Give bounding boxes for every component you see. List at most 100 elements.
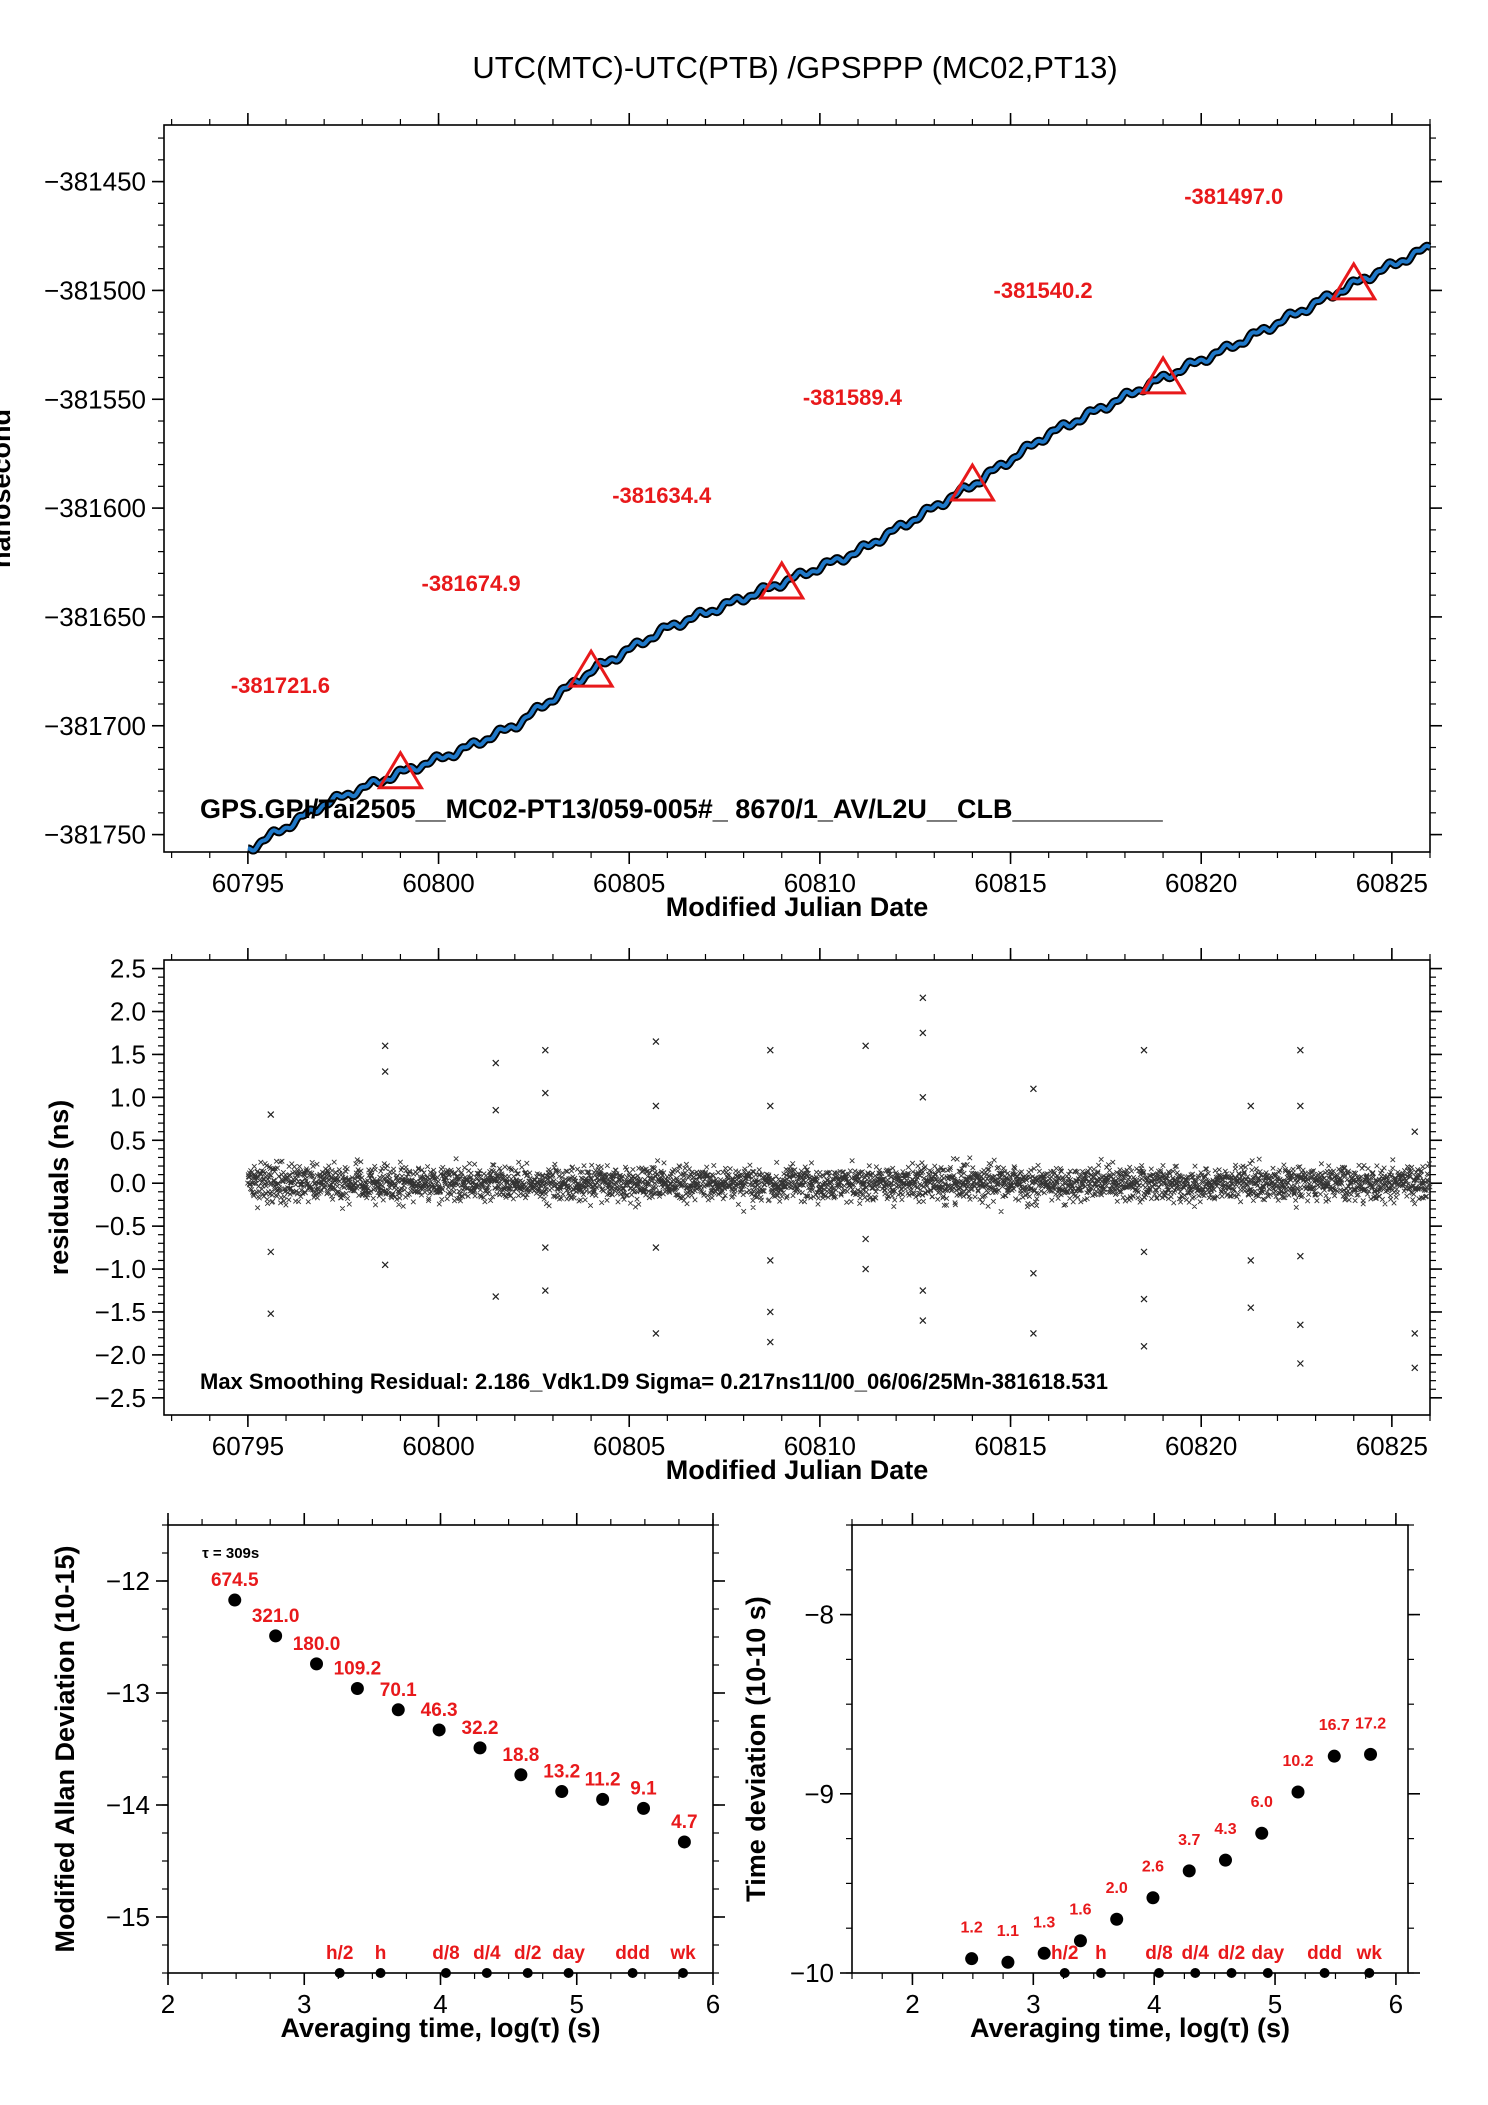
time-mark-label: h [375, 1943, 387, 1964]
time-mark-point [1319, 1968, 1330, 1978]
data-point [432, 1723, 446, 1737]
data-point [1327, 1749, 1341, 1763]
y-axis-label: Modified Allan Deviation (10-15) [50, 1545, 80, 1952]
x-axis-label: Averaging time, log(τ) (s) [970, 2013, 1290, 2043]
y-tick-label: 2.5 [110, 954, 146, 984]
x-axis-label: Averaging time, log(τ) (s) [280, 2013, 600, 2043]
residual-outlier [381, 1042, 389, 1050]
residual-outlier [1140, 1248, 1148, 1256]
residual-outlier [381, 1261, 389, 1269]
figure-title: UTC(MTC)-UTC(PTB) /GPSPPP (MC02,PT13) [472, 50, 1117, 85]
y-tick-label: −2.5 [95, 1383, 146, 1413]
x-tick-label: 60805 [593, 1431, 665, 1461]
residual-outlier [862, 1042, 870, 1050]
time-mark-point [1226, 1968, 1237, 1978]
residual-outlier [267, 1111, 275, 1118]
tdev-plot: 2 3 4 5 6 −8 −9 −10 Averaging time, log(τ) (s) Ti… [741, 1513, 1420, 2043]
x-tick-label: 5 [1268, 1989, 1282, 2019]
y-tick-label: −381500 [44, 275, 146, 305]
data-label: 70.1 [380, 1680, 417, 1701]
marker-label: -381589.4 [803, 385, 903, 410]
mdev-plot: 2 3 4 5 6 −12 −13 −14 −15 Averaging time, log(τ) … [50, 1513, 725, 2043]
residual-outlier [492, 1059, 500, 1067]
x-tick-label: 4 [1147, 1989, 1161, 2019]
data-label: 4.3 [1214, 1821, 1236, 1838]
residual-outlier [919, 1317, 927, 1324]
data-point [677, 1835, 691, 1849]
y-tick-label: −14 [106, 1790, 150, 1820]
time-mark-point [563, 1968, 574, 1978]
y-tick-label: 1.5 [110, 1039, 146, 1069]
x-axis-label: Modified Julian Date [666, 1455, 929, 1485]
data-label: 180.0 [293, 1634, 341, 1655]
time-mark-label: ddd [1307, 1943, 1342, 1964]
residual-outlier [541, 1089, 549, 1097]
residual-outlier [1296, 1252, 1304, 1260]
time-mark-point [334, 1968, 345, 1978]
x-tick-label: 60815 [974, 868, 1046, 898]
plot-frame [851, 1524, 1409, 1974]
x-tick-label: 2 [905, 1989, 919, 2019]
marker-triangle [1330, 260, 1378, 301]
time-mark-label: d/4 [1182, 1943, 1210, 1964]
marker-triangle [567, 648, 615, 688]
y-tick-label: −381450 [44, 167, 146, 197]
residual-outlier [381, 1068, 389, 1076]
residual-outlier [1411, 1364, 1419, 1372]
data-point [1037, 1946, 1051, 1960]
x-tick-label: 60800 [402, 868, 474, 898]
residuals-plot: 60795 60800 60805 60810 60815 60820 60825 2.5 2.… [44, 948, 1442, 1485]
x-axis-label: Modified Julian Date [666, 892, 929, 922]
time-mark-label: d/8 [432, 1943, 459, 1964]
time-mark-point [627, 1968, 638, 1978]
residual-outlier [766, 1102, 774, 1110]
residual-outlier [1029, 1330, 1037, 1337]
data-point [637, 1801, 651, 1815]
marker-triangle [376, 749, 425, 790]
time-mark-label: d/2 [1218, 1943, 1245, 1964]
x-tick-label: 3 [1026, 1989, 1040, 2019]
y-tick-label: −13 [106, 1678, 150, 1708]
residual-outlier [652, 1102, 660, 1110]
y-axis-label: residuals (ns) [44, 1100, 74, 1276]
residual-outlier [652, 1038, 660, 1045]
data-label: 32.2 [462, 1718, 499, 1739]
residual-outlier [766, 1046, 774, 1054]
plot-frame [163, 124, 1431, 853]
data-point [555, 1785, 569, 1799]
data-label: 1.3 [1033, 1914, 1055, 1931]
time-mark-label: wk [1356, 1943, 1383, 1964]
residual-outlier [1411, 1128, 1419, 1136]
marker-label: -381540.2 [994, 278, 1093, 303]
residual-outlier [1296, 1046, 1304, 1054]
data-point [1255, 1826, 1269, 1840]
y-axis-label: nanosecond [0, 409, 16, 568]
time-mark-label: d/8 [1145, 1943, 1172, 1964]
time-mark-point [1154, 1968, 1165, 1978]
residual-outlier [541, 1287, 549, 1294]
residual-outlier [862, 1265, 870, 1273]
residual-outlier [766, 1257, 774, 1264]
y-tick-label: −1.5 [95, 1297, 146, 1327]
time-mark-point [678, 1968, 689, 1978]
residual-outlier [1296, 1321, 1304, 1329]
plot-annotation: GPS.GPI/Tai2505__MC02-PT13/059-005#_ 867… [200, 794, 1164, 824]
time-mark-label: h/2 [326, 1943, 353, 1964]
data-label: 2.0 [1106, 1880, 1128, 1897]
marker-label: -381634.4 [612, 483, 712, 508]
time-mark-label: wk [669, 1943, 696, 1964]
residual-outlier [919, 1093, 927, 1101]
y-tick-label: −381600 [44, 493, 146, 523]
data-point [1218, 1853, 1232, 1867]
tau-note: τ = 309s [202, 1545, 259, 1562]
time-mark-point [522, 1968, 533, 1978]
residual-outlier [652, 1330, 660, 1337]
data-point [965, 1952, 979, 1966]
residual-outlier [652, 1244, 660, 1252]
residual-outlier [919, 994, 927, 1002]
data-point [310, 1657, 324, 1671]
residual-outlier [1247, 1304, 1255, 1312]
residual-outlier [1296, 1102, 1304, 1110]
plot-frame [167, 1524, 714, 1974]
